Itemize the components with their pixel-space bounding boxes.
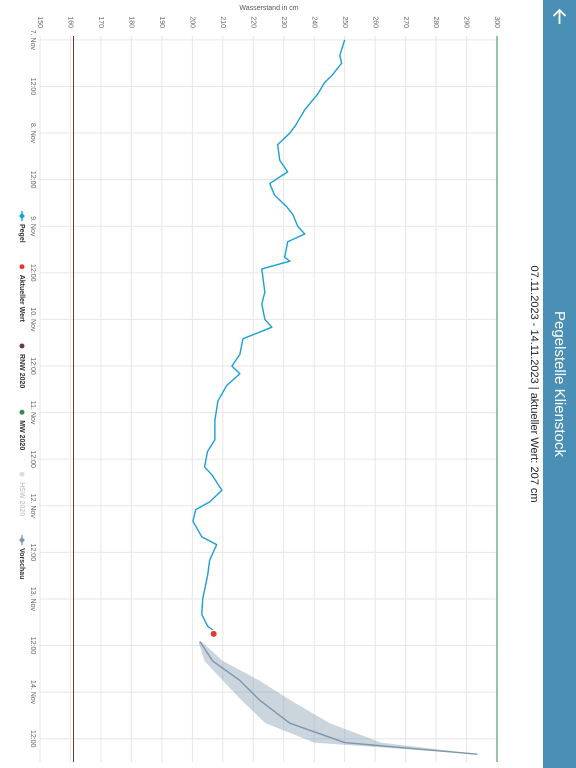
legend-marker: [19, 471, 25, 477]
series-line: [192, 39, 346, 631]
y-tick-label: 160: [67, 16, 74, 28]
y-tick-label: 240: [310, 16, 317, 28]
x-tick-label: 12:00: [29, 357, 36, 375]
x-tick-label: 12:00: [29, 450, 36, 468]
x-tick-label: 12:00: [29, 637, 36, 655]
legend-marker: [19, 409, 25, 415]
y-axis-title: Wasserstand in cm: [239, 5, 298, 12]
y-tick-label: 190: [158, 16, 165, 28]
x-tick-label: 14. Nov: [29, 680, 36, 705]
y-tick-label: 230: [280, 16, 287, 28]
x-tick-label: 10. Nov: [29, 307, 36, 332]
legend-marker: [19, 343, 25, 349]
app-bar: [543, 0, 576, 768]
x-tick-label: 12:00: [29, 544, 36, 562]
y-tick-label: 300: [493, 16, 500, 28]
x-tick-label: 11. Nov: [29, 401, 36, 425]
y-tick-label: 260: [371, 16, 378, 28]
series-line: [199, 641, 478, 755]
legend-label[interactable]: Vorschau: [18, 548, 25, 579]
y-tick-label: 200: [188, 16, 195, 28]
x-tick-label: 12:00: [29, 264, 36, 282]
y-tick-label: 170: [97, 16, 104, 28]
y-tick-label: 270: [402, 16, 409, 28]
x-tick-label: 13. Nov: [29, 587, 36, 612]
y-tick-label: 210: [219, 16, 226, 28]
y-tick-label: 180: [128, 16, 135, 28]
y-tick-label: 220: [249, 16, 256, 28]
x-tick-label: 8. Nov: [29, 123, 36, 144]
legend-marker: [19, 213, 25, 219]
y-tick-label: 280: [432, 16, 439, 28]
x-tick-label: 7. Nov: [29, 30, 36, 51]
x-tick-label: 12:00: [29, 78, 36, 96]
x-tick-label: 12:00: [29, 730, 36, 748]
legend-label[interactable]: HSW 2020: [18, 482, 25, 516]
legend-label[interactable]: RNW 2020: [18, 354, 25, 388]
back-button[interactable]: [552, 8, 567, 24]
y-tick-label: 290: [463, 16, 470, 28]
subtitle: 07.11.2023 - 14.11.2023 | aktueller Wert…: [528, 265, 540, 502]
x-tick-label: 12:00: [29, 171, 36, 189]
x-tick-label: 9. Nov: [29, 216, 36, 237]
legend-label[interactable]: MW 2020: [18, 420, 25, 450]
legend-label[interactable]: Pegel: [18, 224, 25, 243]
legend-label[interactable]: Aktueller Wert: [18, 275, 25, 323]
x-tick-label: 12. Nov: [29, 494, 36, 519]
legend-marker: [19, 264, 25, 270]
current-value-dot: [210, 630, 217, 637]
app-title: Pegelstelle Klienstock: [551, 311, 568, 457]
legend-marker: [19, 537, 25, 544]
forecast-band: [198, 641, 479, 755]
y-tick-label: 150: [36, 16, 43, 28]
y-tick-label: 250: [341, 16, 348, 28]
